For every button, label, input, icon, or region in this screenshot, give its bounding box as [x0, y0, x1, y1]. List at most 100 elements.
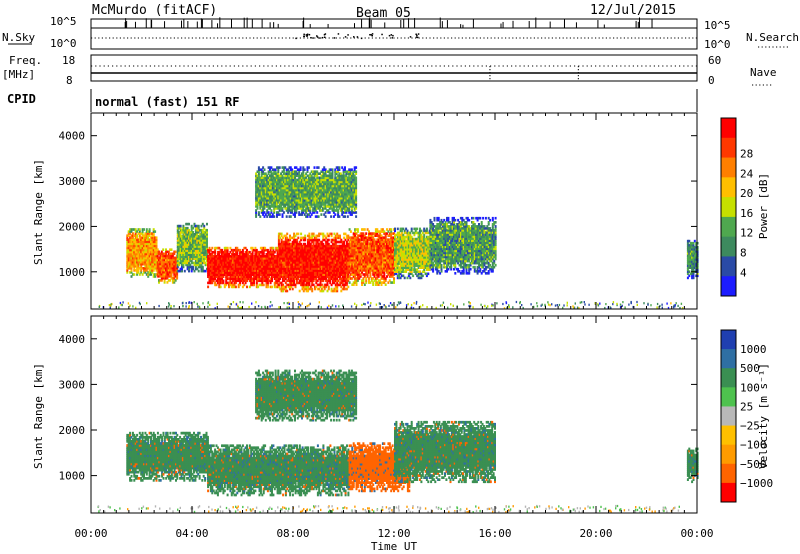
power-echo-cell — [291, 273, 294, 276]
power-echo-cell — [322, 246, 325, 250]
power-echo-cell — [387, 281, 390, 284]
power-echo-cell — [349, 260, 352, 264]
power-echo-cell — [282, 248, 284, 252]
power-echo-cell — [237, 265, 240, 268]
power-echo-cell — [366, 271, 369, 274]
power-echo-cell — [131, 242, 134, 246]
power-echo-cell — [183, 243, 186, 246]
power-echo-cell — [275, 248, 278, 252]
power-echo-cell — [436, 257, 439, 261]
power-echo-cell — [320, 242, 323, 246]
power-echo-cell — [337, 255, 340, 258]
power-echo-cell — [233, 259, 236, 262]
power-echo-cell — [186, 267, 189, 271]
power-echo-cell — [407, 231, 410, 235]
power-echo-cell — [273, 263, 276, 266]
power-echo-cell — [293, 238, 296, 242]
nsearch-dot — [306, 33, 309, 36]
power-echo-cell — [434, 239, 437, 242]
power-echo-cell — [419, 237, 421, 241]
power-echo-cell — [129, 228, 132, 231]
power-echo-cell — [398, 266, 401, 269]
power-echo-cell — [384, 267, 387, 270]
power-echo-cell — [215, 267, 218, 270]
power-echo-cell — [140, 248, 143, 252]
power-echo-cell — [163, 262, 166, 266]
power-echo-cell — [136, 246, 139, 250]
power-echo-cell — [430, 227, 433, 230]
power-echo-cell — [219, 273, 222, 276]
power-echo-cell — [279, 257, 282, 260]
power-echo-cell — [365, 262, 368, 266]
power-echo-cell — [428, 268, 431, 271]
power-echo-cell — [432, 270, 435, 273]
power-echo-cell — [208, 281, 211, 285]
power-echo-cell — [379, 267, 382, 270]
power-echo-cell — [201, 257, 204, 261]
power-echo-cell — [343, 277, 346, 281]
power-echo-cell — [349, 265, 352, 268]
power-echo-cell — [211, 253, 214, 256]
power-echo-cell — [282, 273, 284, 276]
power-echo-cell — [273, 281, 276, 285]
power-echo-cell — [190, 231, 193, 234]
power-echo-cell — [309, 277, 312, 281]
power-echo-cell — [129, 230, 132, 233]
power-echo-cell — [440, 245, 443, 249]
power-echo-cell — [181, 228, 183, 232]
power-echo-cell — [330, 271, 333, 274]
power-echo-cell — [322, 234, 325, 238]
power-echo-cell — [305, 255, 308, 258]
power-echo-cell — [398, 272, 401, 276]
power-echo-cell — [141, 246, 144, 250]
power-echo-cell — [174, 272, 177, 276]
power-echo-cell — [336, 246, 339, 250]
power-echo-cell — [268, 255, 271, 258]
power-echo-cell — [427, 256, 430, 259]
power-echo-cell — [301, 248, 304, 252]
power-echo-cell — [387, 252, 390, 256]
power-echo-cell — [323, 283, 326, 287]
power-echo-cell — [322, 285, 325, 289]
power-echo-cell — [131, 228, 134, 231]
power-echo-cell — [302, 265, 305, 268]
power-echo-cell — [305, 277, 308, 281]
power-echo-cell — [361, 250, 363, 254]
power-echo-cell — [359, 242, 362, 246]
power-echo-cell — [410, 243, 413, 247]
power-echo-cell — [405, 231, 408, 235]
power-echo-cell — [158, 266, 160, 270]
power-echo-cell — [305, 265, 308, 268]
power-echo-cell — [196, 263, 199, 267]
power-echo-cell — [134, 269, 137, 272]
power-echo-cell — [343, 232, 346, 236]
power-echo-cell — [377, 279, 380, 282]
power-echo-cell — [275, 265, 278, 268]
power-echo-cell — [304, 275, 307, 278]
power-echo-cell — [436, 218, 439, 222]
power-echo-cell — [413, 248, 416, 251]
power-echo-cell — [243, 257, 246, 260]
power-echo-cell — [436, 272, 439, 275]
power-echo-cell — [165, 258, 167, 262]
power-echo-cell — [215, 257, 218, 260]
power-echo-cell — [414, 260, 417, 263]
power-echo-cell — [391, 238, 394, 241]
power-echo-cell — [416, 264, 419, 267]
power-echo-cell — [363, 262, 366, 266]
power-echo-cell — [268, 271, 271, 274]
power-echo-cell — [253, 259, 255, 262]
power-echo-cell — [179, 243, 182, 246]
power-echo-cell — [300, 267, 303, 270]
power-echo-cell — [403, 243, 406, 247]
power-echo-cell — [437, 223, 440, 226]
power-echo-cell — [416, 239, 419, 243]
power-echo-cell — [390, 267, 393, 270]
power-echo-cell — [241, 267, 244, 270]
power-echo-cell — [410, 260, 413, 263]
power-echo-cell — [398, 252, 401, 255]
power-echo-cell — [319, 242, 322, 246]
power-echo-cell — [365, 260, 368, 264]
power-echo-cell — [326, 269, 329, 272]
power-echo-cell — [178, 239, 181, 242]
